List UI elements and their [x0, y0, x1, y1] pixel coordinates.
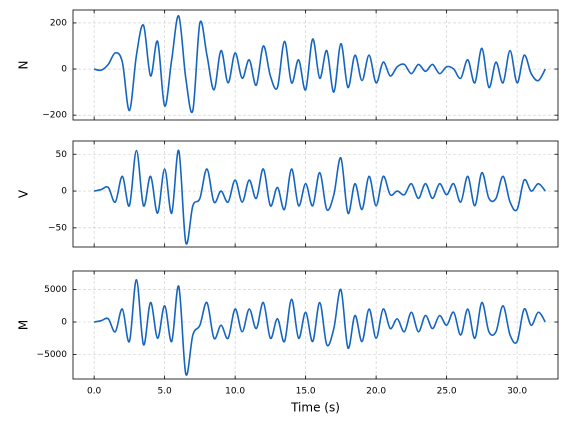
x-tick-label: 20.0	[366, 387, 386, 397]
y-tick-label: −50	[48, 223, 67, 233]
x-tick-label: 25.0	[437, 387, 457, 397]
x-tick-label: 15.0	[296, 387, 316, 397]
axes-frame	[72, 140, 559, 248]
data-line	[93, 15, 547, 114]
y-tick-label: 0	[61, 65, 67, 75]
y-tick-label: 0	[61, 187, 67, 197]
data-line	[93, 149, 546, 245]
x-tick-label: 0.0	[87, 387, 102, 397]
y-tick-label: 50	[56, 150, 68, 160]
y-tick-label: 200	[50, 18, 67, 28]
x-tick-label: 10.0	[225, 387, 245, 397]
x-tick-label: 30.0	[507, 387, 527, 397]
axes-frame	[72, 9, 559, 121]
data-line	[94, 278, 546, 376]
x-axis-label: Time (s)	[290, 401, 340, 415]
y-tick-label: 0	[61, 318, 67, 328]
y-tick-label: −200	[42, 111, 67, 121]
y-axis-label: M	[17, 320, 31, 330]
x-tick-label: 5.0	[157, 387, 172, 397]
axes-frame	[72, 270, 559, 380]
y-tick-label: −5000	[37, 350, 68, 360]
y-axis-label: N	[17, 61, 31, 70]
y-axis-label: V	[17, 189, 31, 198]
y-tick-label: 5000	[44, 285, 67, 295]
